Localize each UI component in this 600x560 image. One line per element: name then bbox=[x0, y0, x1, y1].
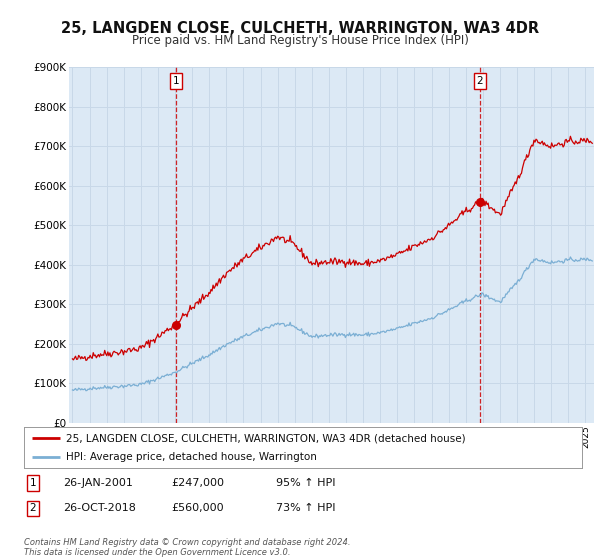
Text: 1: 1 bbox=[29, 478, 37, 488]
Text: Price paid vs. HM Land Registry's House Price Index (HPI): Price paid vs. HM Land Registry's House … bbox=[131, 34, 469, 46]
Text: 26-JAN-2001: 26-JAN-2001 bbox=[63, 478, 133, 488]
Text: 25, LANGDEN CLOSE, CULCHETH, WARRINGTON, WA3 4DR: 25, LANGDEN CLOSE, CULCHETH, WARRINGTON,… bbox=[61, 21, 539, 36]
Text: 2: 2 bbox=[29, 503, 37, 514]
Text: £560,000: £560,000 bbox=[171, 503, 224, 514]
Text: 95% ↑ HPI: 95% ↑ HPI bbox=[276, 478, 335, 488]
Text: 2: 2 bbox=[476, 76, 483, 86]
Text: £247,000: £247,000 bbox=[171, 478, 224, 488]
Text: 1: 1 bbox=[173, 76, 179, 86]
Text: HPI: Average price, detached house, Warrington: HPI: Average price, detached house, Warr… bbox=[66, 452, 317, 461]
Text: 73% ↑ HPI: 73% ↑ HPI bbox=[276, 503, 335, 514]
Text: 26-OCT-2018: 26-OCT-2018 bbox=[63, 503, 136, 514]
Text: 25, LANGDEN CLOSE, CULCHETH, WARRINGTON, WA3 4DR (detached house): 25, LANGDEN CLOSE, CULCHETH, WARRINGTON,… bbox=[66, 433, 466, 443]
Text: Contains HM Land Registry data © Crown copyright and database right 2024.
This d: Contains HM Land Registry data © Crown c… bbox=[24, 538, 350, 557]
